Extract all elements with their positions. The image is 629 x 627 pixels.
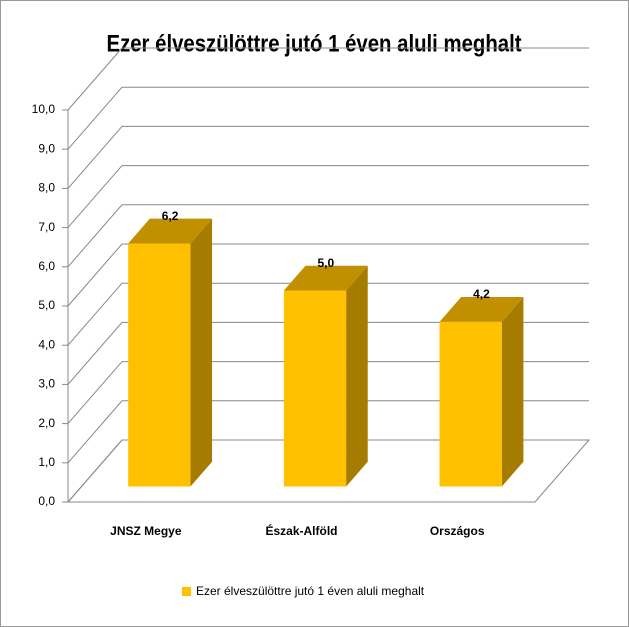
x-tick-label: Országos xyxy=(430,524,485,538)
y-tick-label: 5,0 xyxy=(38,298,55,312)
grid-line xyxy=(67,165,589,228)
bar-top xyxy=(439,297,524,322)
y-tick-label: 0,0 xyxy=(38,494,55,508)
grid-line xyxy=(67,439,589,503)
grid-line xyxy=(67,321,589,385)
grid-line xyxy=(67,47,589,111)
y-tick-label: 10,0 xyxy=(32,102,56,116)
bar-top xyxy=(128,218,213,244)
bar xyxy=(439,321,502,487)
bar xyxy=(283,290,347,487)
data-label: 6,2 xyxy=(162,209,179,223)
grid-line xyxy=(67,243,589,307)
y-tick-label: 8,0 xyxy=(38,181,55,195)
y-tick-label: 1,0 xyxy=(38,455,55,469)
legend-label: Ezer élveszülöttre jutó 1 éven aluli meg… xyxy=(196,584,425,598)
y-tick-label: 6,0 xyxy=(38,259,55,273)
grid-line xyxy=(67,125,589,189)
legend-swatch xyxy=(182,587,191,596)
grid-line xyxy=(67,282,589,346)
chart-title: Ezer élveszülöttre jutó 1 éven aluli meg… xyxy=(107,30,522,57)
bar xyxy=(128,243,191,487)
grid-line xyxy=(67,400,589,464)
x-tick-label: Észak-Alföld xyxy=(265,523,337,538)
bar-side xyxy=(346,265,368,487)
data-label: 5,0 xyxy=(317,256,334,270)
bar-top xyxy=(283,265,368,291)
grid-line xyxy=(67,361,589,424)
grid-line xyxy=(67,204,589,268)
bar-side xyxy=(190,218,213,487)
y-tick-label: 2,0 xyxy=(38,416,55,430)
x-tick-label: JNSZ Megye xyxy=(110,524,182,538)
bar-side xyxy=(501,297,524,487)
data-label: 4,2 xyxy=(473,287,490,301)
y-tick-label: 4,0 xyxy=(38,337,55,351)
grid-line xyxy=(67,86,589,150)
y-tick-label: 7,0 xyxy=(38,220,55,234)
y-tick-label: 3,0 xyxy=(38,377,55,391)
y-tick-label: 9,0 xyxy=(38,141,55,155)
